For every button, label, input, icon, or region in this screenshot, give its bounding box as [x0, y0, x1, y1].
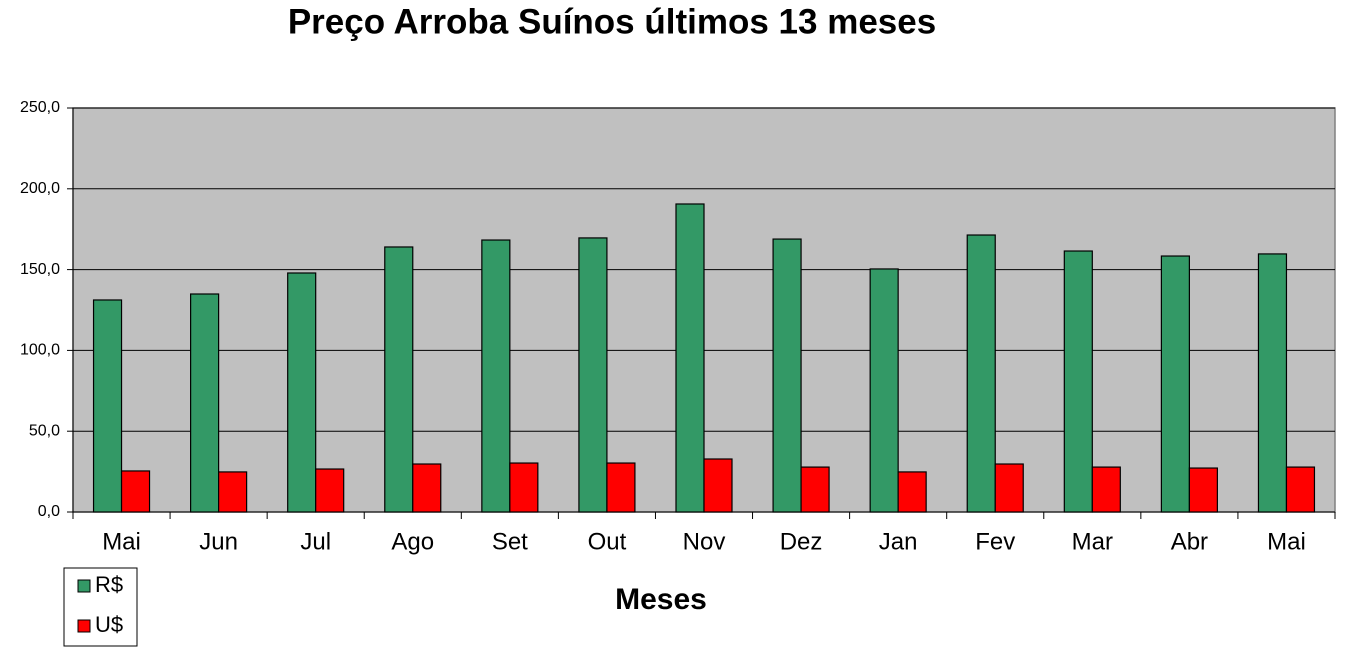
legend-box	[63, 567, 138, 647]
bar	[218, 471, 248, 513]
x-tick-label: Nov	[683, 528, 726, 555]
bar	[869, 268, 899, 513]
x-tick-label: Dez	[780, 528, 823, 555]
bar	[675, 203, 705, 513]
x-tick-label: Jun	[199, 528, 238, 555]
bar	[509, 462, 539, 513]
bar	[1188, 467, 1218, 513]
x-tick-label: Mai	[1267, 528, 1306, 555]
chart-title: Preço Arroba Suínos últimos 13 meses	[288, 2, 936, 41]
bar	[1063, 250, 1093, 513]
bar	[966, 234, 996, 513]
y-tick-label: 200,0	[20, 180, 60, 197]
x-tick-label: Mai	[102, 528, 141, 555]
bar	[772, 238, 802, 513]
bar	[315, 468, 345, 513]
bar	[800, 466, 830, 513]
bar	[1257, 253, 1288, 513]
bar	[578, 237, 608, 513]
bar	[1285, 466, 1316, 513]
y-tick-label: 250,0	[20, 99, 60, 116]
bar	[606, 462, 636, 513]
legend-label: U$	[95, 612, 123, 637]
bar	[994, 463, 1024, 513]
bar	[1091, 466, 1121, 513]
y-tick-label: 0,0	[38, 503, 60, 520]
x-tick-label: Fev	[975, 528, 1015, 555]
bar	[1160, 255, 1190, 513]
x-tick-label: Jan	[879, 528, 918, 555]
x-tick-label: Abr	[1171, 528, 1208, 555]
bar	[120, 470, 151, 513]
bar	[703, 458, 733, 513]
x-tick-label: Set	[492, 528, 528, 555]
x-tick-label: Jul	[300, 528, 331, 555]
x-tick-label: Out	[588, 528, 627, 555]
legend-label: R$	[95, 572, 123, 597]
y-tick-label: 50,0	[29, 422, 60, 439]
bar	[190, 293, 220, 513]
bar	[92, 299, 123, 513]
legend-swatch	[77, 619, 91, 633]
y-tick-label: 150,0	[20, 261, 60, 278]
legend-swatch	[77, 579, 91, 593]
bar	[897, 471, 927, 513]
bar	[287, 272, 317, 513]
y-tick-label: 100,0	[20, 342, 60, 359]
x-tick-label: Ago	[391, 528, 434, 555]
x-tick-label: Mar	[1072, 528, 1113, 555]
bar	[412, 463, 442, 513]
bar	[481, 239, 511, 513]
x-axis-title: Meses	[615, 583, 707, 616]
bar	[384, 246, 414, 513]
